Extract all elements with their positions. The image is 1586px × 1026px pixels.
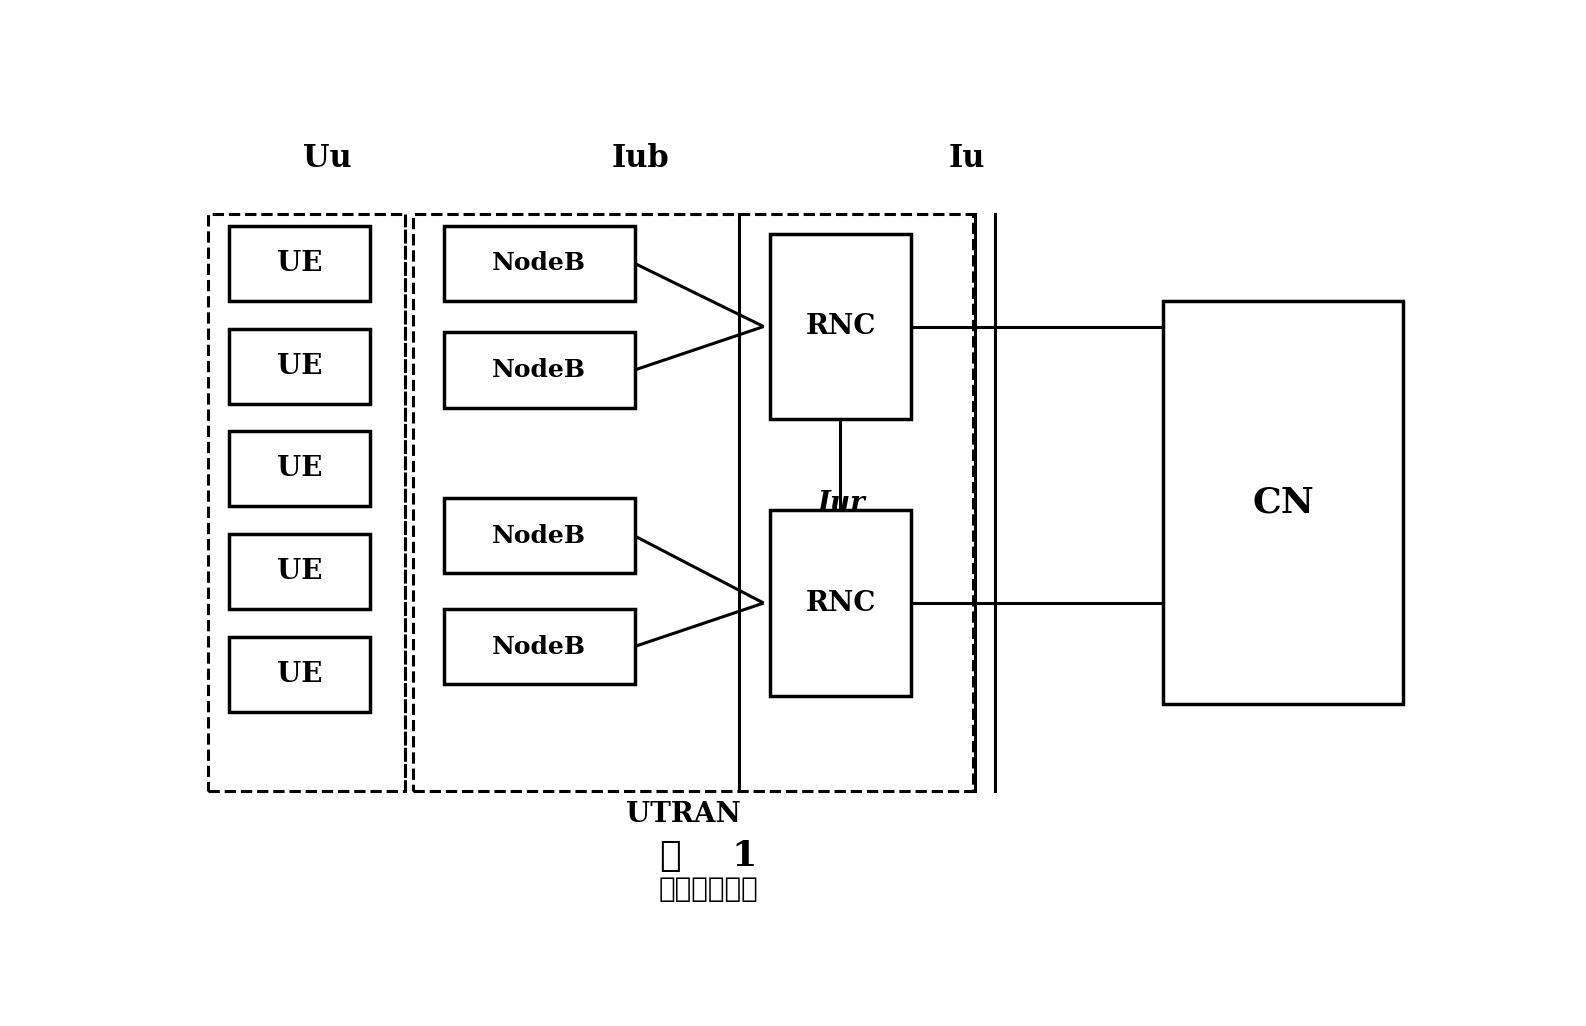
Bar: [769, 234, 912, 420]
Text: RNC: RNC: [806, 590, 875, 617]
Text: NodeB: NodeB: [492, 251, 587, 275]
Bar: [769, 510, 912, 696]
Text: （现有技术）: （现有技术）: [658, 876, 758, 903]
Bar: [444, 226, 634, 301]
Bar: [208, 214, 404, 791]
Bar: [228, 636, 371, 712]
Text: RNC: RNC: [806, 313, 875, 340]
Bar: [414, 214, 972, 791]
Bar: [228, 534, 371, 609]
Bar: [228, 226, 371, 301]
Text: UE: UE: [278, 661, 322, 687]
Text: NodeB: NodeB: [492, 524, 587, 548]
Text: NodeB: NodeB: [492, 358, 587, 382]
Bar: [444, 609, 634, 684]
Text: UE: UE: [278, 353, 322, 380]
Text: UE: UE: [278, 456, 322, 482]
Bar: [444, 332, 634, 407]
Text: CN: CN: [1251, 485, 1313, 519]
Text: 图    1: 图 1: [660, 839, 757, 873]
Text: Iur: Iur: [817, 490, 864, 517]
Text: UTRAN: UTRAN: [626, 801, 741, 828]
Bar: [228, 431, 371, 506]
Text: Uu: Uu: [303, 144, 352, 174]
Text: UE: UE: [278, 558, 322, 585]
Bar: [444, 499, 634, 574]
Text: Iu: Iu: [948, 144, 985, 174]
Text: UE: UE: [278, 250, 322, 277]
Bar: [1163, 301, 1404, 704]
Text: NodeB: NodeB: [492, 634, 587, 659]
Bar: [228, 328, 371, 403]
Text: Iub: Iub: [612, 144, 669, 174]
